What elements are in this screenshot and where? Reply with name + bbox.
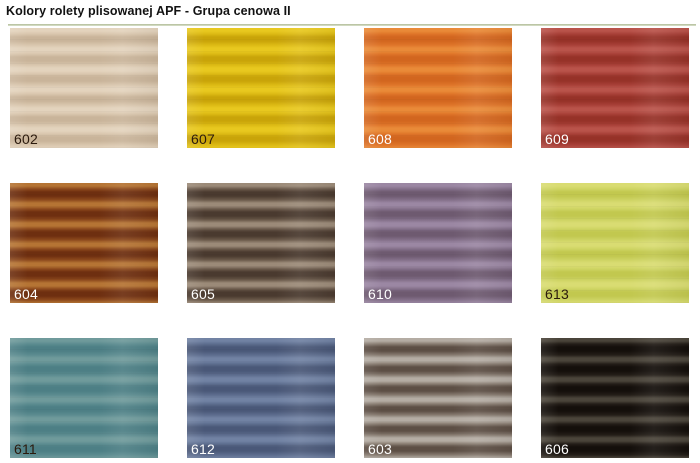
swatch-code-label: 610 [368,286,392,302]
color-swatch-607[interactable]: 607 [187,28,335,148]
swatch-fabric [10,338,158,458]
swatch-code-label: 607 [191,131,215,147]
color-swatch-603[interactable]: 603 [364,338,512,458]
color-swatch-608[interactable]: 608 [364,28,512,148]
pleat-bands [187,183,335,303]
swatch-fabric [187,338,335,458]
title-divider [8,24,696,26]
swatch-fabric [364,338,512,458]
swatch-fabric [364,28,512,148]
pleat-bands [364,183,512,303]
color-swatch-609[interactable]: 609 [541,28,689,148]
swatch-code-label: 604 [14,286,38,302]
swatch-code-label: 606 [545,441,569,457]
pleat-bands [541,338,689,458]
swatch-code-label: 605 [191,286,215,302]
pleat-bands [541,183,689,303]
pleat-bands [187,28,335,148]
pleat-bands [10,338,158,458]
swatch-fabric [187,183,335,303]
swatch-code-label: 612 [191,441,215,457]
pleat-bands [10,183,158,303]
color-swatch-605[interactable]: 605 [187,183,335,303]
swatch-fabric [10,183,158,303]
swatch-fabric [364,183,512,303]
color-swatch-606[interactable]: 606 [541,338,689,458]
pleat-bands [10,28,158,148]
swatch-fabric [541,28,689,148]
color-swatch-grid: 602 607 608 609 604 605 610 613 611 612 603 606 [10,28,692,458]
page-title: Kolory rolety plisowanej APF - Grupa cen… [6,4,291,18]
pleat-bands [187,338,335,458]
color-swatch-604[interactable]: 604 [10,183,158,303]
swatch-code-label: 611 [14,441,37,457]
swatch-code-label: 613 [545,286,569,302]
pleat-bands [364,28,512,148]
swatch-fabric [541,183,689,303]
color-swatch-613[interactable]: 613 [541,183,689,303]
color-swatch-602[interactable]: 602 [10,28,158,148]
swatch-fabric [541,338,689,458]
color-swatch-612[interactable]: 612 [187,338,335,458]
color-swatch-611[interactable]: 611 [10,338,158,458]
swatch-fabric [10,28,158,148]
swatch-code-label: 602 [14,131,38,147]
swatch-fabric [187,28,335,148]
swatch-code-label: 608 [368,131,392,147]
color-swatch-610[interactable]: 610 [364,183,512,303]
swatch-code-label: 603 [368,441,392,457]
page-header: Kolory rolety plisowanej APF - Grupa cen… [0,0,700,26]
swatch-code-label: 609 [545,131,569,147]
pleat-bands [541,28,689,148]
pleat-bands [364,338,512,458]
